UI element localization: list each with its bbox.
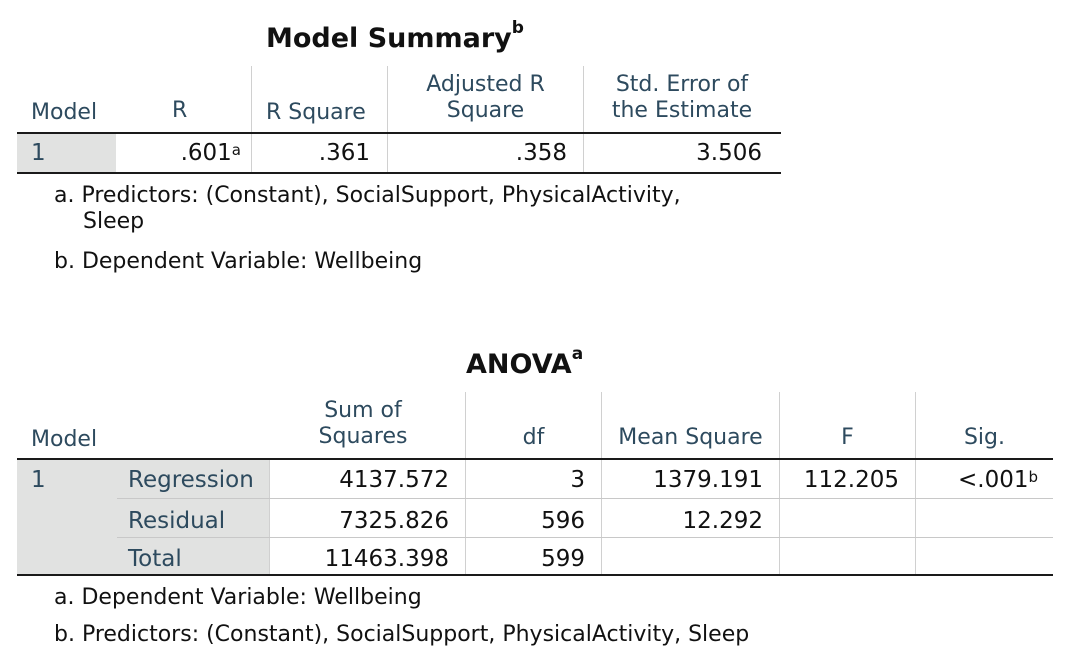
regression-f: 112.205	[803, 467, 899, 493]
title-footnote-marker: b	[511, 18, 524, 38]
regression-df: 3	[570, 467, 585, 493]
model-summary-title: Model Summaryb	[266, 18, 524, 54]
row-label-total: Total	[128, 546, 182, 572]
row-label-residual: Residual	[128, 508, 226, 534]
col-header-r-square: R Square	[266, 100, 366, 125]
model-number: 1	[31, 140, 46, 166]
total-sum-of-squares: 11463.398	[324, 546, 449, 572]
col-header-model: Model	[31, 100, 98, 125]
anova-footnote-a: a. Dependent Variable: Wellbeing	[54, 585, 422, 610]
residual-df: 596	[541, 508, 585, 534]
anova-col-header-df: df	[522, 425, 545, 450]
residual-sum-of-squares: 7325.826	[339, 508, 449, 534]
row-label-regression: Regression	[128, 467, 254, 493]
std-error-value: 3.506	[696, 140, 762, 166]
title-footnote-marker: a	[571, 344, 584, 364]
col-header-std-error: Std. Error of the Estimate	[611, 72, 753, 123]
anova-footnote-b: b. Predictors: (Constant), SocialSupport…	[54, 622, 750, 647]
anova-model-number: 1	[31, 467, 46, 493]
anova-title: ANOVAa	[466, 344, 584, 380]
model-summary-footnote-a: a. Predictors: (Constant), SocialSupport…	[54, 183, 681, 234]
anova-col-header-mean-square: Mean Square	[618, 425, 763, 450]
r-value: .601a	[180, 140, 241, 166]
regression-sum-of-squares: 4137.572	[339, 467, 449, 493]
adjusted-r-square-value: .358	[515, 140, 567, 166]
total-df: 599	[541, 546, 585, 572]
regression-mean-square: 1379.191	[653, 467, 763, 493]
model-summary-footnote-b: b. Dependent Variable: Wellbeing	[54, 249, 423, 274]
residual-mean-square: 12.292	[682, 508, 763, 534]
anova-col-header-model: Model	[31, 427, 98, 452]
anova-col-header-f: F	[841, 425, 854, 450]
col-header-r: R	[172, 98, 188, 123]
col-header-adjusted-r-square: Adjusted R Square	[426, 72, 545, 123]
regression-sig: <.001b	[957, 467, 1038, 493]
r-square-value: .361	[318, 140, 370, 166]
anova-col-header-sig: Sig.	[963, 425, 1006, 450]
anova-col-header-sum-of-squares: Sum of Squares	[318, 398, 408, 449]
